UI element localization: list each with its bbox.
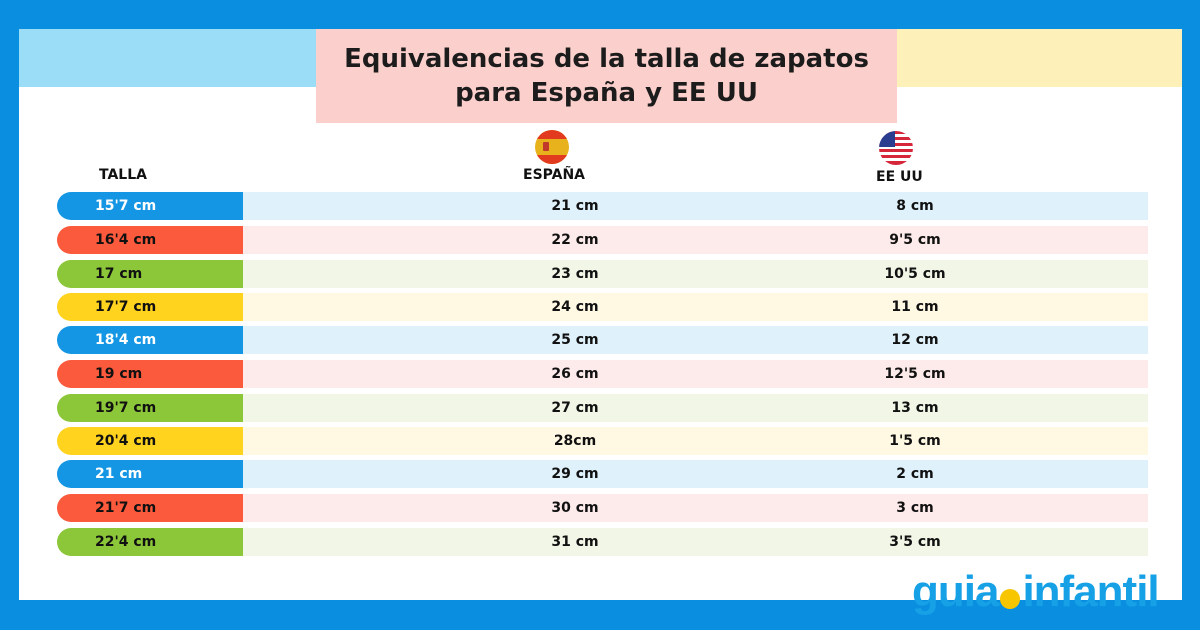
talla-cell: 17 cm [57, 260, 243, 288]
eeuu-cell: 8 cm [896, 198, 934, 214]
espana-cell: 24 cm [551, 299, 599, 315]
table-row: 19 cm 26 cm 12'5 cm [57, 360, 1148, 388]
espana-cell: 22 cm [551, 232, 599, 248]
row-stripe [243, 360, 1148, 388]
eeuu-cell: 9'5 cm [889, 232, 941, 248]
eeuu-cell: 13 cm [891, 400, 939, 416]
table-row: 20'4 cm 28cm 1'5 cm [57, 427, 1148, 455]
espana-cell: 31 cm [551, 534, 599, 550]
row-stripe [243, 293, 1148, 321]
header-espana: ESPAÑA [523, 167, 586, 183]
row-stripe [243, 192, 1148, 220]
talla-cell: 16'4 cm [57, 226, 243, 254]
eeuu-cell: 3'5 cm [889, 534, 941, 550]
table-row: 16'4 cm 22 cm 9'5 cm [57, 226, 1148, 254]
eeuu-cell: 1'5 cm [889, 433, 941, 449]
row-stripe [243, 260, 1148, 288]
title-line-2: para España y EE UU [455, 78, 758, 108]
table-row: 22'4 cm 31 cm 3'5 cm [57, 528, 1148, 556]
eeuu-cell: 10'5 cm [884, 266, 946, 282]
talla-cell: 17'7 cm [57, 293, 243, 321]
row-stripe [243, 528, 1148, 556]
talla-cell: 22'4 cm [57, 528, 243, 556]
table-row: 17 cm 23 cm 10'5 cm [57, 260, 1148, 288]
espana-cell: 27 cm [551, 400, 599, 416]
row-stripe [243, 394, 1148, 422]
guiainfantil-logo: guia infantil [912, 567, 1160, 617]
talla-cell: 20'4 cm [57, 427, 243, 455]
row-stripe [243, 460, 1148, 488]
espana-cell: 30 cm [551, 500, 599, 516]
table-row: 21'7 cm 30 cm 3 cm [57, 494, 1148, 522]
header-eeuu: EE UU [876, 169, 923, 185]
espana-cell: 29 cm [551, 466, 599, 482]
usa-flag-icon [879, 131, 913, 165]
talla-cell: 19 cm [57, 360, 243, 388]
row-stripe [243, 427, 1148, 455]
eeuu-cell: 12'5 cm [884, 366, 946, 382]
infographic-card: Equivalencias de la talla de zapatos par… [19, 29, 1182, 616]
talla-cell: 21'7 cm [57, 494, 243, 522]
title-line-1: Equivalencias de la talla de zapatos [344, 44, 869, 74]
table-row: 21 cm 29 cm 2 cm [57, 460, 1148, 488]
spain-flag-icon [535, 130, 569, 164]
table-row: 19'7 cm 27 cm 13 cm [57, 394, 1148, 422]
row-stripe [243, 494, 1148, 522]
title-box: Equivalencias de la talla de zapatos par… [316, 29, 897, 123]
espana-cell: 28cm [553, 433, 597, 449]
logo-dot-icon [1000, 589, 1021, 609]
header-band-right [894, 29, 1182, 87]
espana-cell: 21 cm [551, 198, 599, 214]
talla-cell: 15'7 cm [57, 192, 243, 220]
logo-part-2: infantil [1022, 567, 1159, 616]
talla-cell: 21 cm [57, 460, 243, 488]
eeuu-cell: 12 cm [891, 332, 939, 348]
eeuu-cell: 2 cm [896, 466, 934, 482]
table-row: 17'7 cm 24 cm 11 cm [57, 293, 1148, 321]
table-row: 15'7 cm 21 cm 8 cm [57, 192, 1148, 220]
talla-cell: 19'7 cm [57, 394, 243, 422]
espana-cell: 25 cm [551, 332, 599, 348]
talla-cell: 18'4 cm [57, 326, 243, 354]
header-band-left [19, 29, 319, 87]
espana-cell: 23 cm [551, 266, 599, 282]
espana-cell: 26 cm [551, 366, 599, 382]
table-row: 18'4 cm 25 cm 12 cm [57, 326, 1148, 354]
logo-part-1: guia [912, 567, 999, 616]
header-talla: TALLA [99, 167, 147, 183]
eeuu-cell: 11 cm [891, 299, 939, 315]
row-stripe [243, 226, 1148, 254]
row-stripe [243, 326, 1148, 354]
eeuu-cell: 3 cm [896, 500, 934, 516]
